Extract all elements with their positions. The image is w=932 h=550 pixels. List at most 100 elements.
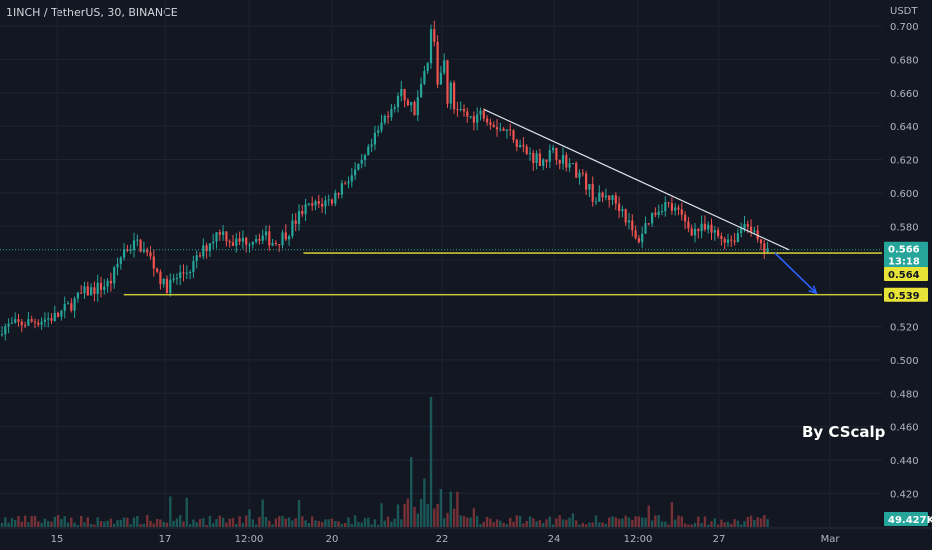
candle-body	[680, 209, 683, 215]
candle-body	[720, 235, 723, 239]
candle-body	[466, 111, 469, 117]
volume-bar	[532, 518, 535, 527]
volume-bar	[142, 523, 146, 527]
volume-bar	[736, 520, 740, 527]
candle-body	[238, 238, 241, 242]
volume-bar	[390, 521, 393, 527]
price-axis[interactable]: USDT 0.700 0.680 0.660 0.640 0.620 0.600 0.580 0…	[884, 0, 932, 550]
volume-bar	[132, 517, 136, 527]
candle-body	[165, 278, 169, 293]
volume-bar	[476, 515, 479, 527]
volume-bar	[505, 524, 509, 527]
descending-trendline[interactable]	[483, 108, 790, 251]
volume-bar	[634, 516, 637, 527]
candle-body	[443, 60, 446, 73]
volume-bar	[14, 519, 17, 527]
volume-bar	[436, 503, 439, 527]
candle-body	[60, 310, 63, 317]
volume-bar	[657, 515, 660, 527]
time-axis-bg	[0, 528, 932, 550]
volume-bar	[50, 521, 53, 527]
candle-body	[363, 155, 367, 160]
candle-body	[449, 82, 452, 104]
volume-bar	[86, 517, 89, 527]
candle-body	[588, 183, 591, 190]
candle-body	[763, 243, 766, 253]
volume-bar	[664, 521, 667, 527]
volume-bar	[759, 518, 763, 527]
candle-body	[377, 130, 380, 133]
candle-body	[304, 204, 307, 215]
volume-bar	[509, 517, 512, 527]
volume-bar	[697, 516, 700, 527]
candle-body	[218, 232, 221, 235]
volume-bar	[383, 520, 386, 527]
candle-body	[667, 202, 670, 204]
volume-bar	[304, 520, 307, 527]
volume-bar	[334, 521, 337, 527]
candle-body	[591, 183, 594, 202]
candle-body	[548, 150, 551, 162]
time-axis[interactable]: 15 17 12:00 20 22 24 12:00 27 Mar	[0, 527, 932, 550]
candle-body	[611, 195, 614, 200]
volume-bars	[0, 397, 769, 527]
volume-bar	[344, 522, 347, 527]
candle-body	[552, 147, 555, 151]
candle-body	[601, 192, 604, 198]
candle-body	[627, 220, 631, 223]
candle-body	[33, 321, 37, 323]
candle-body	[664, 202, 667, 212]
candle-body	[535, 153, 538, 163]
candle-body	[571, 163, 574, 165]
volume-bar	[654, 515, 657, 527]
volume-bar	[419, 499, 423, 527]
candle-body	[185, 272, 188, 274]
candle-body	[192, 261, 195, 273]
price-tick-label: 0.680	[890, 55, 919, 66]
volume-bar	[116, 520, 119, 527]
volume-bar	[195, 522, 198, 527]
candle-body	[113, 267, 116, 284]
volume-bar	[730, 523, 733, 527]
volume-bar	[594, 515, 598, 527]
volume-bar	[17, 515, 20, 527]
candle-body	[317, 201, 320, 204]
candle-body	[231, 242, 235, 246]
candle-body	[222, 231, 225, 235]
candle-body	[311, 203, 314, 206]
candle-body	[637, 238, 640, 243]
volume-bar	[416, 513, 419, 527]
volume-bar	[70, 517, 73, 527]
candle-body	[717, 230, 720, 236]
candle-body	[294, 220, 297, 224]
volume-bar	[749, 515, 753, 527]
candle-body	[136, 239, 139, 241]
volume-bar	[637, 516, 641, 527]
candle-body	[334, 192, 337, 204]
volume-bar	[258, 516, 261, 527]
volume-bar	[83, 522, 86, 527]
volume-bar	[604, 523, 608, 527]
volume-bar	[363, 518, 367, 527]
volume-bar	[7, 522, 10, 527]
volume-bar	[297, 500, 301, 527]
candle-body	[515, 139, 518, 148]
volume-bar	[393, 518, 396, 527]
volume-badge-text: 49.427K	[888, 515, 932, 526]
candle-body	[528, 152, 532, 154]
volume-bar	[66, 522, 70, 527]
volume-bar	[93, 524, 96, 527]
volume-bar	[317, 521, 320, 527]
candle-body	[486, 118, 489, 123]
candle-body	[532, 152, 535, 163]
candle-body	[423, 71, 426, 84]
candle-body	[469, 116, 472, 118]
candle-body	[129, 249, 132, 251]
candle-body	[654, 212, 657, 215]
candle-body	[235, 238, 238, 246]
candle-body	[4, 326, 7, 335]
projection-path[interactable]	[774, 252, 817, 294]
candle-body	[278, 244, 281, 246]
volume-bar	[126, 517, 129, 527]
